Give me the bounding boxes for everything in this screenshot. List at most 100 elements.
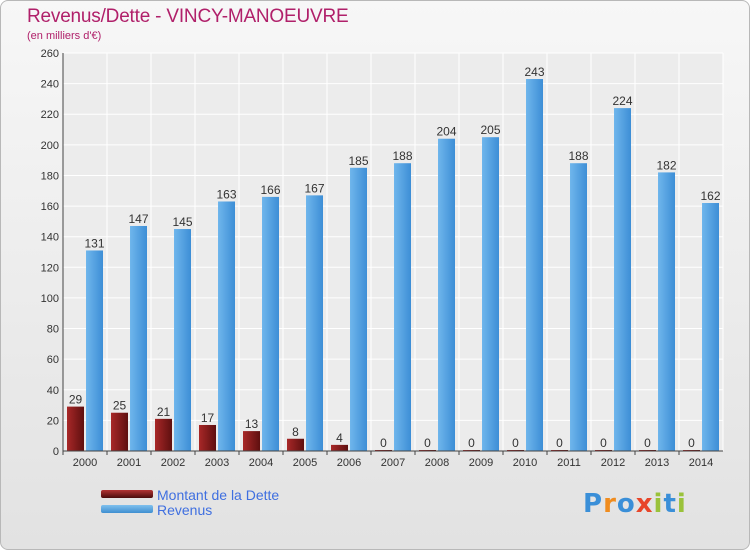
legend-swatch-dette [101, 490, 153, 498]
legend-label-revenus: Revenus [157, 502, 213, 518]
data-label-revenus: 162 [700, 189, 720, 203]
y-tick-label: 80 [47, 324, 59, 336]
data-label-dette: 0 [512, 436, 519, 450]
data-label-revenus: 147 [128, 212, 148, 226]
y-tick-label: 140 [41, 232, 59, 244]
bar-revenus [526, 79, 543, 452]
data-labels: 29 131 25 147 21 145 17 163 13 166 8 167 4 185 0 188 0 20… [69, 65, 721, 450]
bar-dette [243, 431, 260, 451]
bars [67, 79, 719, 452]
x-tick-label: 2002 [161, 457, 185, 469]
x-tick-label: 2001 [117, 457, 141, 469]
bar-revenus [130, 225, 147, 451]
x-tick-label: 2012 [601, 457, 625, 469]
bar-revenus [350, 167, 367, 452]
bar-dette [199, 424, 216, 451]
bar-revenus [306, 195, 323, 451]
y-tick-label: 160 [41, 201, 59, 213]
data-label-dette: 0 [468, 436, 475, 450]
logo-letter: o [616, 489, 636, 519]
y-tick-label: 20 [47, 415, 59, 427]
data-label-revenus: 224 [612, 94, 632, 108]
data-label-dette: 17 [201, 411, 215, 425]
y-tick-label: 180 [41, 170, 59, 182]
logo-letter: i [653, 489, 664, 519]
logo-letter: r [603, 489, 617, 519]
data-label-dette: 0 [644, 436, 651, 450]
legend-swatch-revenus [101, 505, 153, 513]
bar-revenus [482, 137, 499, 451]
x-tick-label: 2004 [249, 457, 273, 469]
proxiti-logo: Proxiti [583, 489, 687, 519]
data-label-revenus: 163 [216, 187, 236, 201]
data-label-revenus: 185 [348, 154, 368, 168]
bar-revenus [658, 172, 675, 451]
data-label-dette: 0 [556, 436, 563, 450]
x-tick-label: 2000 [73, 457, 97, 469]
data-label-dette: 8 [292, 425, 299, 439]
data-label-dette: 4 [336, 431, 343, 445]
bar-dette [67, 406, 84, 451]
bar-revenus [614, 108, 631, 451]
gridlines [62, 52, 724, 452]
y-tick-label: 40 [47, 385, 59, 397]
data-label-dette: 0 [380, 436, 387, 450]
data-label-dette: 13 [245, 417, 259, 431]
y-tick-label: 120 [41, 262, 59, 274]
y-tick-label: 220 [41, 109, 59, 121]
bar-revenus [570, 163, 587, 451]
data-label-dette: 0 [688, 436, 695, 450]
data-label-revenus: 188 [392, 149, 412, 163]
logo-letter: P [583, 489, 604, 519]
x-tick-label: 2003 [205, 457, 229, 469]
data-label-dette: 0 [424, 436, 431, 450]
logo-letter: x [635, 489, 654, 519]
bar-revenus [262, 196, 279, 451]
y-tick-label: 240 [41, 79, 59, 91]
bar-revenus [86, 250, 103, 451]
data-label-dette: 0 [600, 436, 607, 450]
x-tick-label: 2008 [425, 457, 449, 469]
bar-revenus [438, 138, 455, 451]
data-label-revenus: 205 [480, 123, 500, 137]
data-label-revenus: 188 [568, 149, 588, 163]
bar-revenus [702, 203, 719, 451]
data-label-revenus: 182 [656, 158, 676, 172]
data-label-revenus: 131 [84, 236, 104, 250]
y-tick-label: 100 [41, 293, 59, 305]
data-label-dette: 29 [69, 393, 83, 407]
bar-dette [111, 412, 128, 451]
data-label-dette: 25 [113, 399, 127, 413]
bar-dette [287, 438, 304, 451]
data-label-revenus: 145 [172, 215, 192, 229]
data-label-revenus: 243 [524, 65, 544, 79]
x-tick-label: 2011 [557, 457, 581, 469]
y-tick-label: 260 [41, 48, 59, 60]
bar-dette [331, 444, 348, 451]
data-label-revenus: 166 [260, 183, 280, 197]
plot-background [63, 53, 723, 451]
bar-dette [155, 418, 172, 451]
bar-revenus [394, 163, 411, 451]
x-tick-label: 2014 [689, 457, 713, 469]
x-tick-label: 2009 [469, 457, 493, 469]
x-tick-label: 2007 [381, 457, 405, 469]
data-label-revenus: 167 [304, 181, 324, 195]
y-tick-label: 0 [53, 446, 59, 458]
chart-subtitle: (en milliers d'€) [27, 30, 102, 42]
x-tick-label: 2013 [645, 457, 669, 469]
chart-title: Revenus/Dette - VINCY-MANOEUVRE [27, 6, 349, 27]
legend-label-dette: Montant de la Dette [157, 487, 280, 503]
data-label-dette: 21 [157, 405, 171, 419]
x-tick-label: 2005 [293, 457, 317, 469]
bar-revenus [218, 201, 235, 451]
axes: 0204060801001201401601802002202402602000… [41, 48, 723, 469]
y-tick-label: 200 [41, 140, 59, 152]
bar-revenus [174, 229, 191, 451]
logo-letter: i [676, 489, 687, 519]
y-tick-label: 60 [47, 354, 59, 366]
x-tick-label: 2010 [513, 457, 537, 469]
data-label-revenus: 204 [436, 125, 456, 139]
